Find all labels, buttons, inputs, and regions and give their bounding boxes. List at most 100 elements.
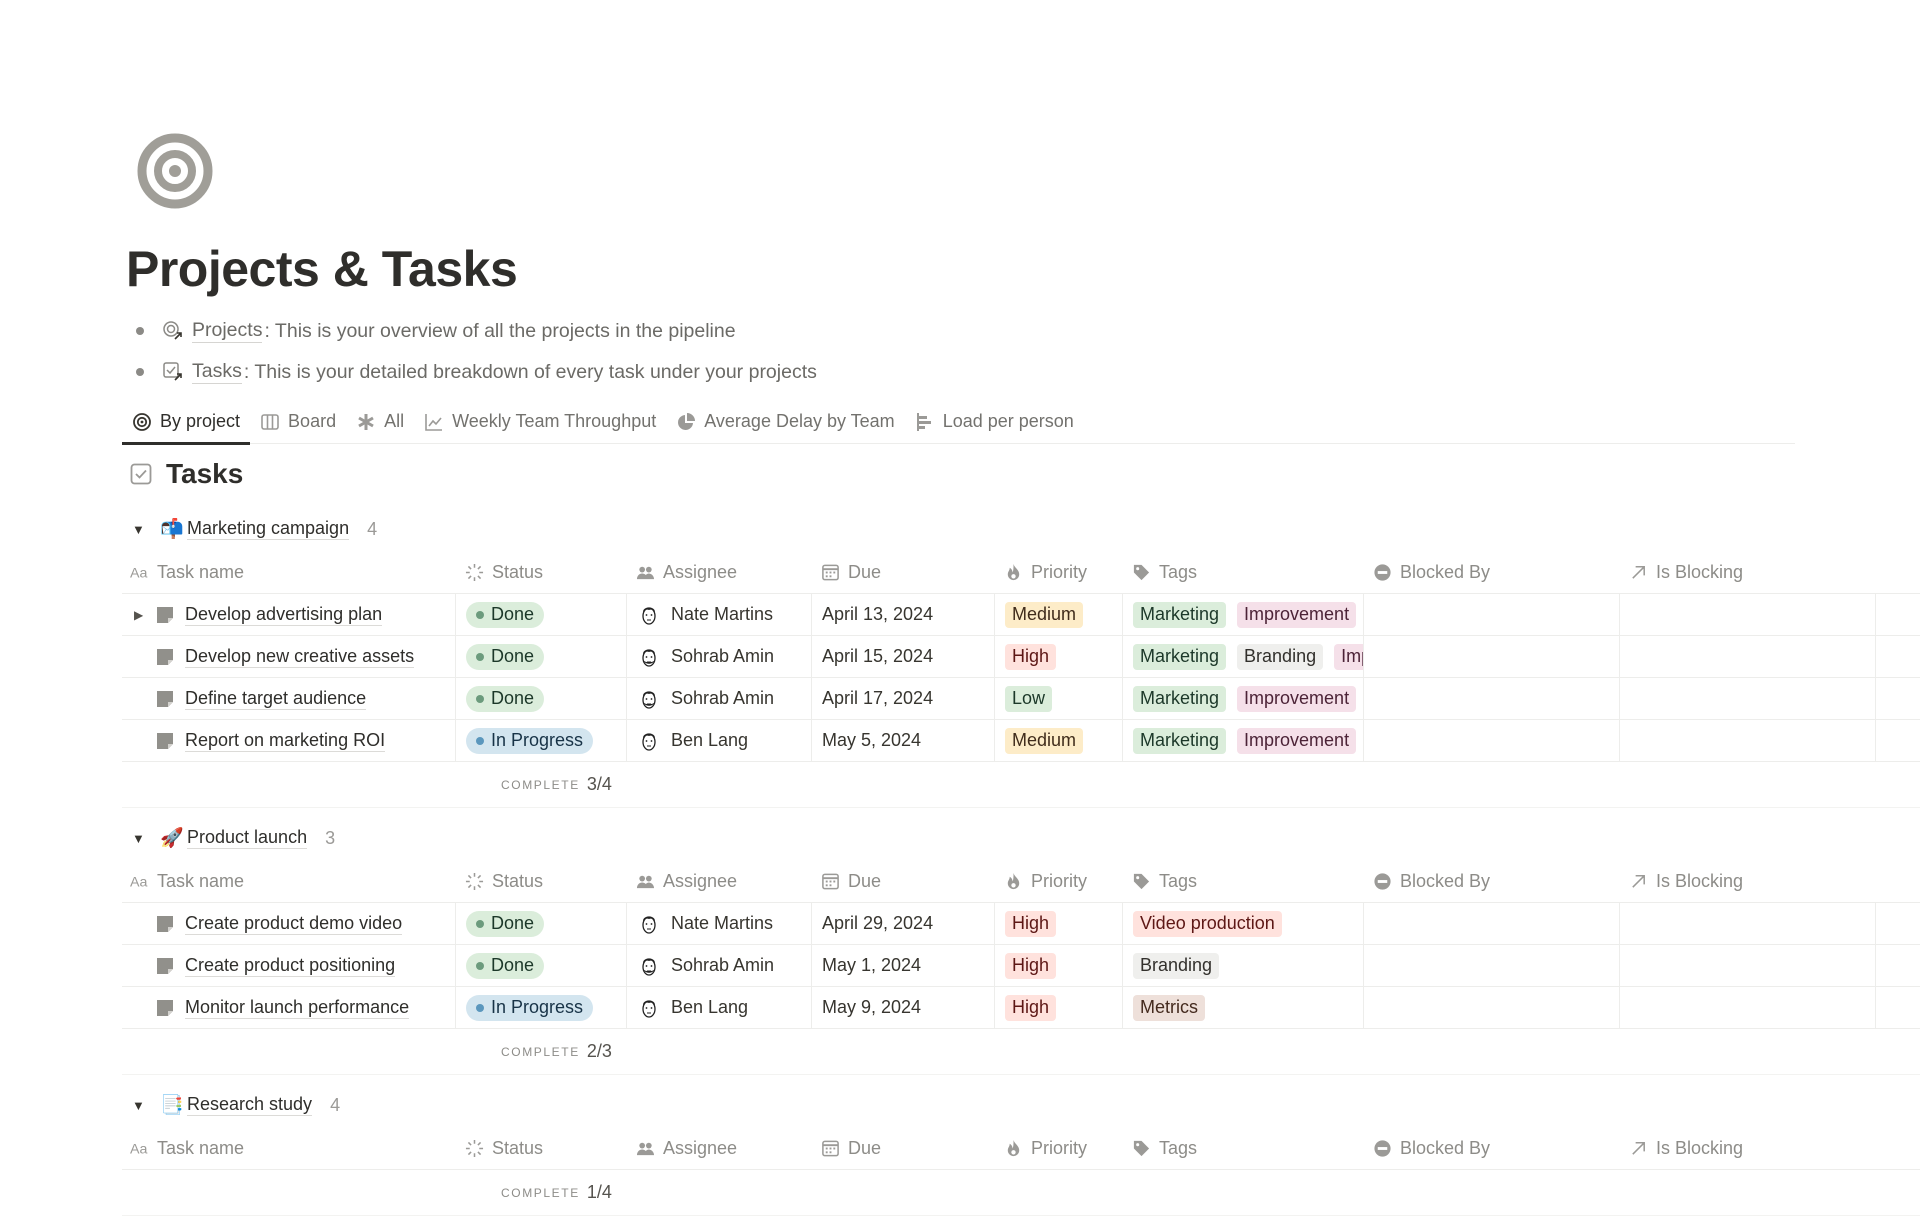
task-name[interactable]: Develop advertising plan: [185, 603, 383, 626]
blocked-by-cell[interactable]: [1363, 636, 1619, 677]
column-header-due[interactable]: Due: [811, 860, 994, 902]
priority-cell[interactable]: Low: [994, 678, 1122, 719]
tags-cell[interactable]: Branding: [1122, 945, 1363, 986]
table-row[interactable]: ▶ Develop advertising plan Done Nate Mart…: [122, 594, 1920, 636]
blocked-by-cell[interactable]: [1363, 903, 1619, 944]
column-header-is-blocking[interactable]: Is Blocking: [1619, 860, 1875, 902]
column-header-is-blocking[interactable]: Is Blocking: [1619, 1127, 1875, 1169]
tags-cell[interactable]: Marketing Improvement: [1122, 594, 1363, 635]
tags-cell[interactable]: Marketing Improvement: [1122, 678, 1363, 719]
is-blocking-cell[interactable]: [1619, 945, 1875, 986]
tab-all[interactable]: All: [346, 400, 414, 444]
table-row[interactable]: Monitor launch performance In Progress B…: [122, 987, 1920, 1029]
task-name[interactable]: Develop new creative assets: [185, 645, 415, 668]
tags-cell[interactable]: Marketing Branding Improvement: [1122, 636, 1363, 677]
assignee-cell[interactable]: Sohrab Amin: [626, 678, 811, 719]
assignee-cell[interactable]: Sohrab Amin: [626, 945, 811, 986]
collapse-toggle-icon[interactable]: ▼: [132, 830, 145, 846]
tab-average-delay-by-team[interactable]: Average Delay by Team: [666, 400, 904, 444]
column-header-priority[interactable]: Priority: [994, 860, 1122, 902]
column-header-assignee[interactable]: Assignee: [626, 860, 811, 902]
group-header[interactable]: ▼ 🚀 Product launch 3: [122, 816, 1920, 860]
status-cell[interactable]: Done: [455, 678, 626, 719]
task-name-cell[interactable]: Create product demo video: [122, 903, 455, 944]
column-header-tags[interactable]: Tags: [1122, 1127, 1363, 1169]
column-header-is-blocking[interactable]: Is Blocking: [1619, 551, 1875, 593]
status-cell[interactable]: In Progress: [455, 720, 626, 761]
complete-summary[interactable]: COMPLETE 3/4: [122, 762, 1920, 808]
group-name[interactable]: Product launch: [187, 827, 308, 849]
table-row[interactable]: Create product demo video Done Nate Mart…: [122, 903, 1920, 945]
due-cell[interactable]: April 15, 2024: [811, 636, 994, 677]
blocked-by-cell[interactable]: [1363, 594, 1619, 635]
blocked-by-cell[interactable]: [1363, 987, 1619, 1028]
tab-weekly-team-throughput[interactable]: Weekly Team Throughput: [414, 400, 666, 444]
blocked-by-cell[interactable]: [1363, 945, 1619, 986]
complete-summary[interactable]: COMPLETE 1/4: [122, 1170, 1920, 1216]
priority-cell[interactable]: High: [994, 636, 1122, 677]
column-header-status[interactable]: Status: [455, 551, 626, 593]
task-name-cell[interactable]: Develop new creative assets: [122, 636, 455, 677]
blocked-by-cell[interactable]: [1363, 678, 1619, 719]
column-header-blocked-by[interactable]: Blocked By: [1363, 860, 1619, 902]
tab-board[interactable]: Board: [250, 400, 346, 444]
column-header-assignee[interactable]: Assignee: [626, 1127, 811, 1169]
table-row[interactable]: Develop new creative assets Done Sohrab …: [122, 636, 1920, 678]
is-blocking-cell[interactable]: [1619, 903, 1875, 944]
priority-cell[interactable]: High: [994, 987, 1122, 1028]
status-cell[interactable]: Done: [455, 636, 626, 677]
column-header-status[interactable]: Status: [455, 1127, 626, 1169]
is-blocking-cell[interactable]: [1619, 720, 1875, 761]
tags-cell[interactable]: Marketing Improvement: [1122, 720, 1363, 761]
assignee-cell[interactable]: Nate Martins: [626, 594, 811, 635]
priority-cell[interactable]: Medium: [994, 594, 1122, 635]
task-name-cell[interactable]: Create product positioning: [122, 945, 455, 986]
due-cell[interactable]: April 29, 2024: [811, 903, 994, 944]
group-header[interactable]: ▼ 📑 Research study 4: [122, 1083, 1920, 1127]
task-name[interactable]: Report on marketing ROI: [185, 729, 386, 752]
priority-cell[interactable]: High: [994, 945, 1122, 986]
is-blocking-cell[interactable]: [1619, 678, 1875, 719]
task-name-cell[interactable]: ▶ Develop advertising plan: [122, 594, 455, 635]
priority-cell[interactable]: High: [994, 903, 1122, 944]
expand-subtasks-icon[interactable]: ▶: [134, 607, 144, 622]
is-blocking-cell[interactable]: [1619, 594, 1875, 635]
due-cell[interactable]: May 1, 2024: [811, 945, 994, 986]
tags-cell[interactable]: Video production: [1122, 903, 1363, 944]
task-name[interactable]: Define target audience: [185, 687, 367, 710]
tab-by-project[interactable]: By project: [122, 400, 251, 445]
task-name[interactable]: Create product positioning: [185, 954, 396, 977]
database-title-text[interactable]: Tasks: [166, 458, 244, 489]
status-cell[interactable]: Done: [455, 594, 626, 635]
tasks-link[interactable]: Tasks: [192, 360, 242, 384]
assignee-cell[interactable]: Ben Lang: [626, 987, 811, 1028]
task-name-cell[interactable]: Define target audience: [122, 678, 455, 719]
assignee-cell[interactable]: Nate Martins: [626, 903, 811, 944]
column-header-task-name[interactable]: Aa Task name: [122, 1127, 455, 1169]
group-name[interactable]: Research study: [187, 1094, 313, 1116]
column-header-tags[interactable]: Tags: [1122, 551, 1363, 593]
due-cell[interactable]: April 13, 2024: [811, 594, 994, 635]
status-cell[interactable]: In Progress: [455, 987, 626, 1028]
status-cell[interactable]: Done: [455, 903, 626, 944]
column-header-assignee[interactable]: Assignee: [626, 551, 811, 593]
column-header-blocked-by[interactable]: Blocked By: [1363, 551, 1619, 593]
column-header-task-name[interactable]: Aa Task name: [122, 860, 455, 902]
status-cell[interactable]: Done: [455, 945, 626, 986]
assignee-cell[interactable]: Ben Lang: [626, 720, 811, 761]
tags-cell[interactable]: Metrics: [1122, 987, 1363, 1028]
complete-summary[interactable]: COMPLETE 2/3: [122, 1029, 1920, 1075]
column-header-blocked-by[interactable]: Blocked By: [1363, 1127, 1619, 1169]
table-row[interactable]: Report on marketing ROI In Progress Ben …: [122, 720, 1920, 762]
group-header[interactable]: ▼ 📬 Marketing campaign 4: [122, 507, 1920, 551]
group-name[interactable]: Marketing campaign: [187, 518, 350, 540]
is-blocking-cell[interactable]: [1619, 636, 1875, 677]
due-cell[interactable]: May 5, 2024: [811, 720, 994, 761]
task-name[interactable]: Monitor launch performance: [185, 996, 410, 1019]
assignee-cell[interactable]: Sohrab Amin: [626, 636, 811, 677]
task-name-cell[interactable]: Report on marketing ROI: [122, 720, 455, 761]
projects-link[interactable]: Projects: [192, 319, 263, 343]
column-header-priority[interactable]: Priority: [994, 551, 1122, 593]
collapse-toggle-icon[interactable]: ▼: [132, 1097, 145, 1113]
collapse-toggle-icon[interactable]: ▼: [132, 521, 145, 537]
